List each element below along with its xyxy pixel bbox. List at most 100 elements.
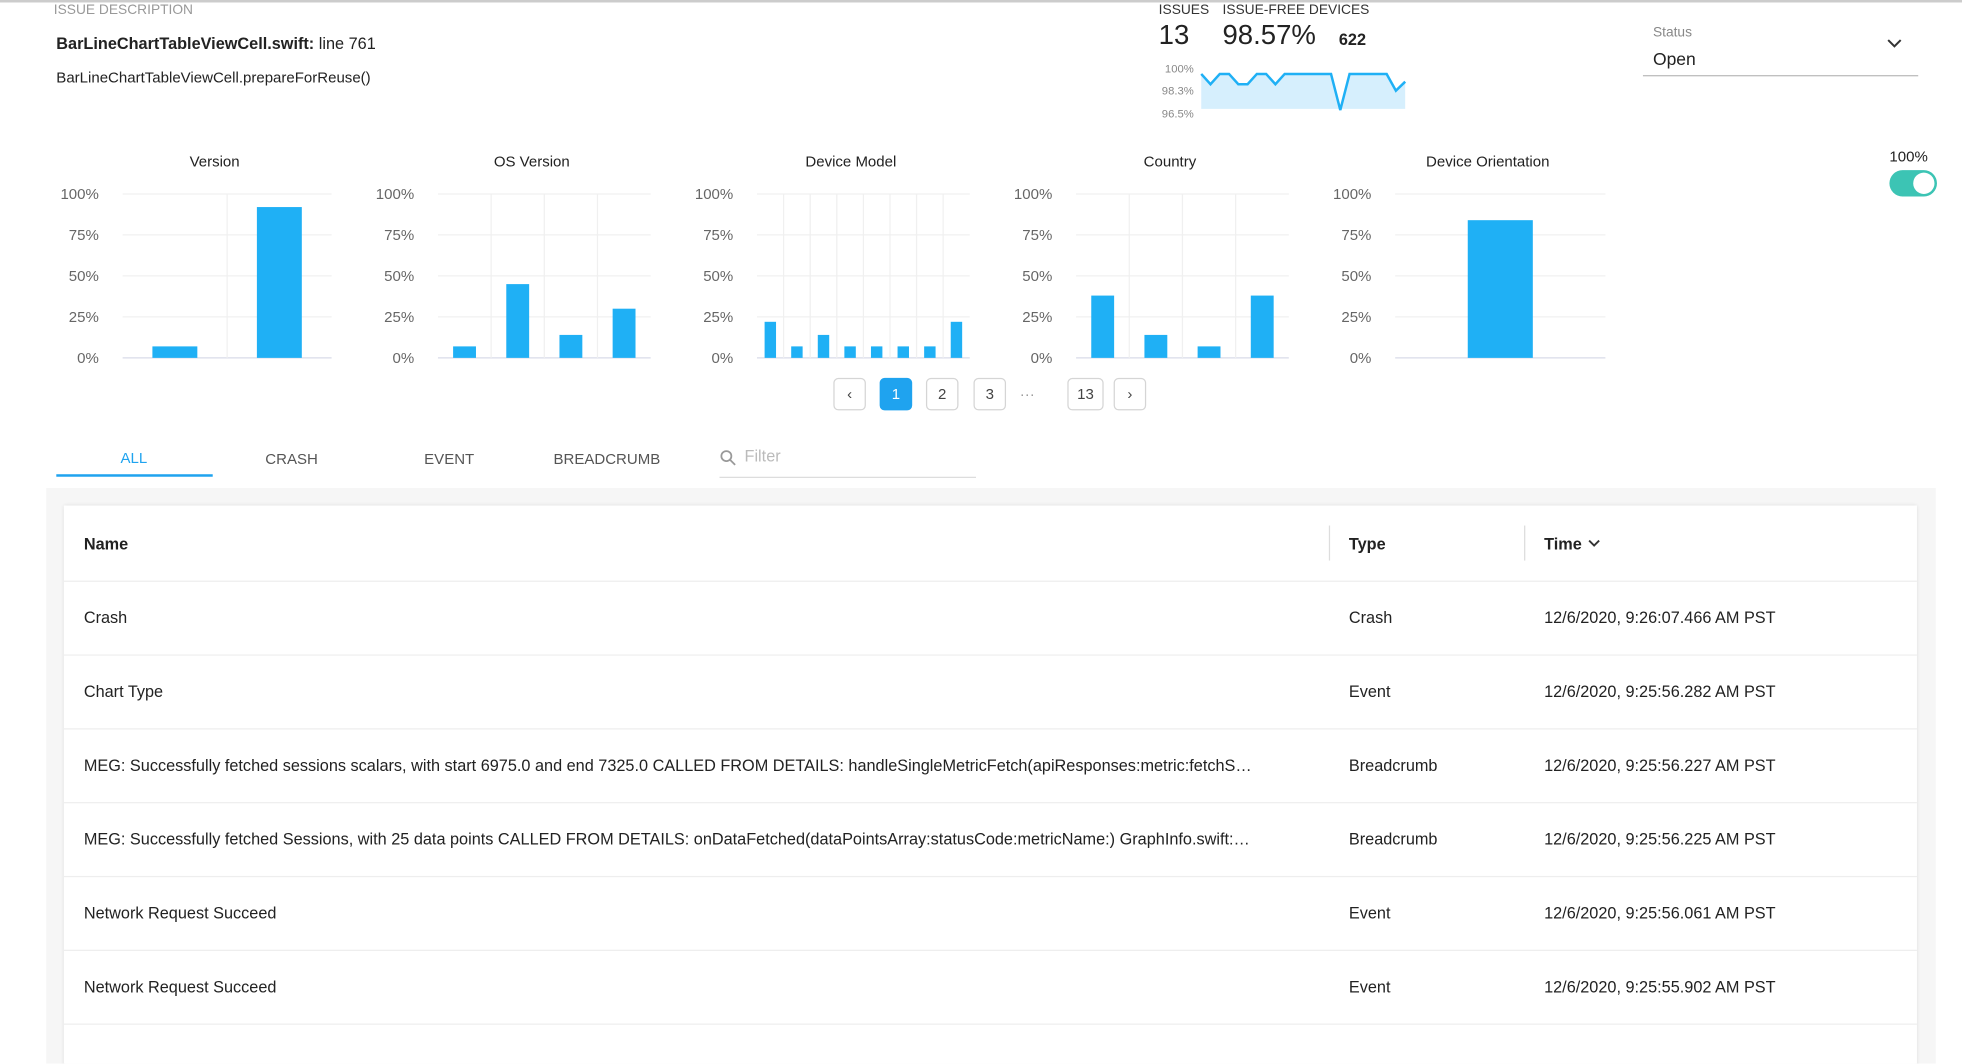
table-row[interactable]: Chart Type Event 12/6/2020, 9:25:56.282 AM… [63,654,1917,730]
toggle-label: 100% [1889,147,1928,166]
page-button[interactable]: › [1113,377,1147,411]
chart-title: Device Orientation [1426,153,1549,170]
devices-label: ISSUE-FREE DEVICES [1222,2,1370,18]
file: BarLineChartTableViewCell.swift: [56,33,315,53]
devices-count: 622 [1338,30,1367,49]
y-tick-label: 100% [695,186,733,203]
toggle[interactable] [1889,170,1937,197]
ellipsis: ··· [1019,385,1035,403]
chevron [1887,39,1902,48]
chart-title: Version [190,153,240,170]
chart-title: Country [1144,153,1197,170]
page-button[interactable]: 2 [925,377,959,411]
y-tick-label: 25% [1341,309,1371,326]
cell: MEG: Successfully fetched sessions scala… [83,755,1252,775]
bar [897,346,909,358]
filter-input[interactable]: Filter [719,444,976,478]
cell: 12/6/2020, 9:25:56.227 AM PST [1544,755,1776,775]
table-header: Name Type Time [63,506,1917,582]
section-label: ISSUE DESCRIPTION [53,2,194,18]
y-tick-label: 75% [1341,227,1371,244]
col-divider [1328,525,1331,561]
chart-title: Device Model [805,153,896,170]
y-tick-label: 50% [703,268,733,285]
cell: Event [1348,681,1391,701]
y-tick-label: 100% [60,186,98,203]
line [1200,72,1407,111]
col-divider [1524,525,1526,561]
bar [506,284,530,358]
area [1201,73,1406,111]
cell: 12/6/2020, 9:25:56.282 AM PST [1544,681,1776,701]
y-tick-label: 96.5% [1162,109,1194,121]
issue-method: BarLineChartTableViewCell.prepareForReus… [56,68,371,87]
chart-title: OS Version [494,153,570,170]
cell: Network Request Succeed [83,977,277,997]
devices-pct: 98.57% [1222,18,1316,51]
bar [152,346,198,358]
bar [1467,220,1533,358]
cell: Breadcrumb [1348,829,1438,849]
bar [817,334,830,358]
bar [844,346,856,358]
y-tick-label: 100% [376,186,414,203]
y-tick-label: 98.3% [1162,85,1194,97]
page-button[interactable]: ‹ [833,377,866,411]
col-type: Type [1348,534,1386,554]
table-row[interactable]: MEG: Successfully fetched Sessions, with… [63,802,1917,878]
table-row[interactable]: MEG: Successfully fetched sessions scala… [63,728,1917,804]
y-tick-label: 0% [1031,350,1053,367]
bar [453,346,476,358]
cell: Event [1348,977,1391,997]
table [63,505,1917,1064]
tab[interactable]: ALL [120,449,148,467]
cell: Network Request Succeed [83,903,277,923]
sort-icon [1588,539,1600,547]
issue-file: BarLineChartTableViewCell.swift: line 76… [56,34,375,53]
col-time[interactable]: Time [1544,534,1602,553]
page-button[interactable]: 1 [879,377,913,411]
table-row[interactable]: Network Request Succeed Event 12/6/2020, 9… [63,876,1917,951]
table-row[interactable]: Network Request Succeed Event 12/6/2020, 9… [63,950,1917,1025]
bar [924,346,936,358]
y-tick-label: 25% [1022,309,1052,326]
bar [950,321,963,358]
y-tick-label: 100% [1165,64,1194,76]
bar [764,321,777,358]
bar [612,308,636,358]
y-tick-label: 0% [392,350,414,367]
cell: Chart Type [83,681,164,701]
bar [1091,295,1115,358]
bar [870,346,883,358]
cell: 12/6/2020, 9:25:56.061 AM PST [1544,903,1776,923]
tab[interactable]: EVENT [424,450,475,468]
bar [1250,295,1274,358]
y-tick-label: 100% [1333,186,1371,203]
line: line 761 [318,33,376,53]
bar [791,346,803,358]
bar [256,207,302,358]
page-button[interactable]: 13 [1067,377,1104,411]
y-tick-label: 0% [1350,350,1372,367]
cell: 12/6/2020, 9:25:55.902 AM PST [1544,977,1776,997]
cell: Event [1348,903,1391,923]
tab[interactable]: CRASH [265,450,318,468]
col-time-text: Time [1544,534,1582,554]
y-tick-label: 75% [703,227,733,244]
charts: Version 0% 25% 50% 75% 100% OS Version 0% 25% 50%… [60,64,1606,367]
cell: MEG: Successfully fetched Sessions, with… [83,829,1250,849]
y-tick-label: 0% [77,350,99,367]
status-value: Open [1652,48,1696,69]
table-row[interactable]: Crash Crash 12/6/2020, 9:26:07.466 AM PST [63,581,1917,656]
y-tick-label: 25% [703,309,733,326]
toggle-knob [1913,172,1935,194]
y-tick-label: 75% [1022,227,1052,244]
page-button[interactable]: 3 [973,377,1007,411]
y-tick-label: 100% [1014,186,1052,203]
y-tick-label: 75% [69,227,99,244]
y-tick-label: 50% [1341,268,1371,285]
cell: Crash [1348,608,1393,627]
status-dropdown[interactable]: Status Open [1642,23,1919,77]
tab[interactable]: BREADCRUMB [553,450,661,468]
